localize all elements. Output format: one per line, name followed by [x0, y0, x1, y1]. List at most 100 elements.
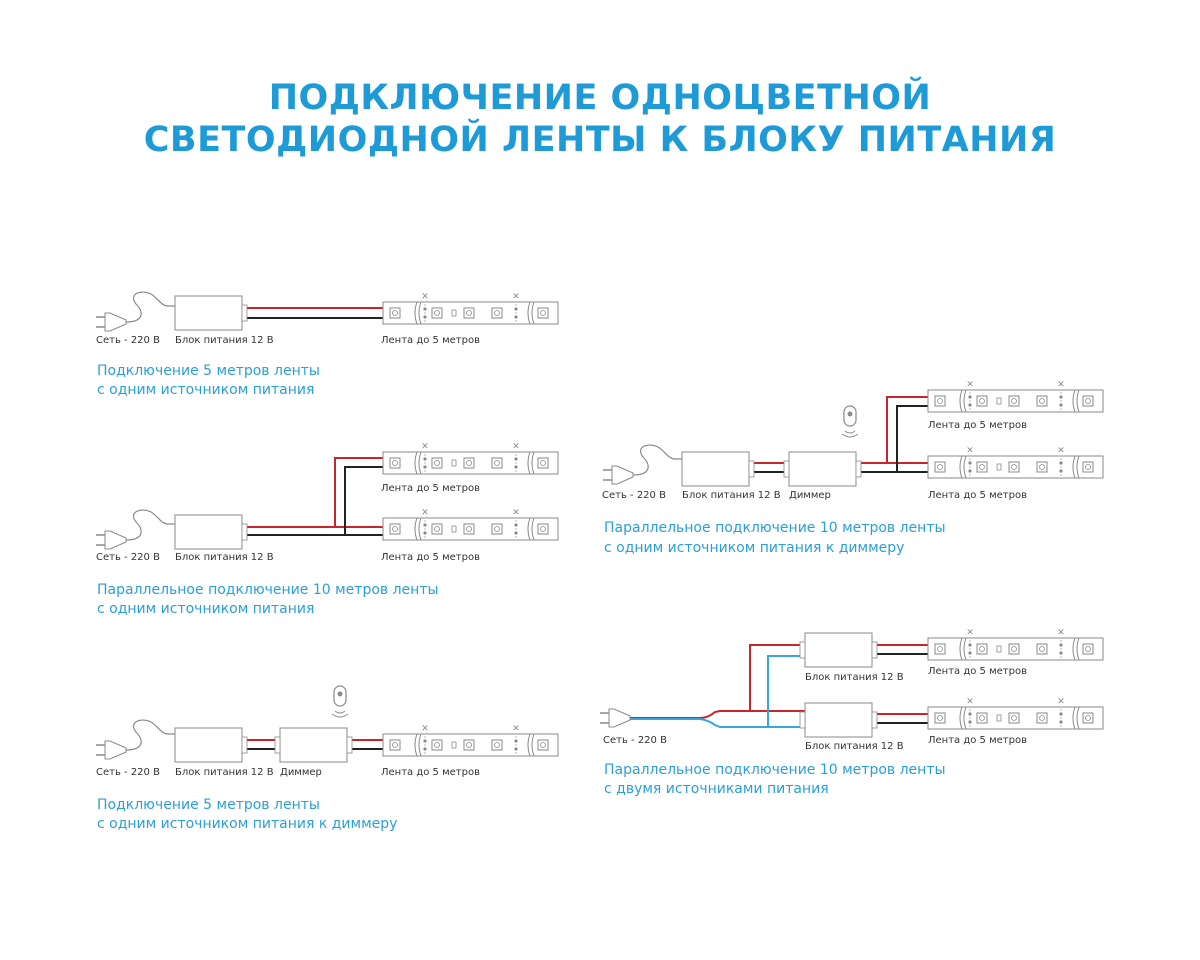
led-lens: [1039, 646, 1045, 652]
power-cord: [125, 509, 175, 541]
power-supply-body: [174, 295, 243, 331]
led-lens: [1011, 646, 1017, 652]
led-chip: [537, 523, 549, 535]
strip-body: [927, 389, 1104, 413]
led-lens: [937, 464, 943, 470]
power-supply: [681, 451, 755, 487]
plug-body: [611, 465, 634, 485]
led-strip: ✕ ✕: [382, 442, 559, 475]
solder-pad: [423, 457, 427, 461]
strip-body: [927, 706, 1104, 730]
solder-pad: [514, 465, 518, 469]
plug-body: [104, 312, 127, 332]
output-terminal: [241, 736, 248, 754]
led-chip: [491, 457, 503, 469]
led-strip: ✕ ✕: [382, 508, 559, 541]
resistor: [996, 463, 1002, 471]
power-supply: [174, 295, 248, 331]
led-lens: [392, 460, 398, 466]
psu-label: Блок питания 12 В: [175, 335, 274, 346]
led-strip: ✕ ✕: [382, 724, 559, 757]
signal-waves: [331, 710, 349, 718]
solder-pad: [423, 739, 427, 743]
strip-joint: [527, 301, 535, 325]
led-chip: [976, 643, 988, 655]
caption-line-2: с одним источником питания: [97, 601, 314, 617]
led-lens: [466, 310, 472, 316]
strip-body: [382, 451, 559, 475]
cut-mark-icon: ✕: [966, 697, 974, 707]
led-chip: [431, 307, 443, 319]
plug-body: [104, 740, 127, 760]
resistor: [996, 645, 1002, 653]
strip-joint: [1072, 455, 1080, 479]
led-lens: [494, 310, 500, 316]
led-chip: [1008, 461, 1020, 473]
led-chip: [1036, 395, 1048, 407]
input-terminal: [799, 641, 806, 659]
strip-body: [382, 301, 559, 325]
caption-line-1: Подключение 5 метров ленты: [97, 363, 320, 379]
wire-neutral: [630, 718, 805, 728]
input-terminal: [799, 711, 806, 729]
strip-joint: [1072, 637, 1080, 661]
led-lens: [434, 526, 440, 532]
caption-line-1: Подключение 5 метров ленты: [97, 797, 320, 813]
plug-body: [608, 708, 631, 728]
led-strip: ✕ ✕: [927, 380, 1104, 413]
solder-pad: [1059, 720, 1063, 724]
cut-mark-icon: ✕: [512, 724, 520, 734]
output-terminal: [871, 711, 878, 729]
led-chip: [389, 739, 401, 751]
cut-mark-icon: ✕: [1057, 380, 1065, 390]
solder-pad: [1059, 395, 1063, 399]
caption-line-1: Параллельное подключение 10 метров ленты: [604, 520, 946, 536]
caption-line-2: с двумя источниками питания: [604, 781, 829, 797]
cut-mark-icon: ✕: [966, 380, 974, 390]
led-strip: ✕ ✕: [927, 628, 1104, 661]
solder-pad: [968, 395, 972, 399]
led-chip: [1036, 643, 1048, 655]
strip-joint: [527, 733, 535, 757]
solder-pad: [1059, 469, 1063, 473]
strip-body: [927, 637, 1104, 661]
strip-joint: [414, 451, 422, 475]
cut-mark-icon: ✕: [512, 292, 520, 302]
led-strip: ✕ ✕: [927, 446, 1104, 479]
led-chip: [537, 457, 549, 469]
led-lens: [1085, 646, 1091, 652]
wire: [334, 457, 386, 527]
strip-label: Лента до 5 метров: [928, 420, 1027, 431]
input-terminal: [783, 460, 790, 478]
power-supply-body: [681, 451, 750, 487]
resistor: [451, 741, 457, 749]
wire: [749, 644, 805, 711]
remote-control-icon: [331, 685, 349, 718]
remote-control-icon: [841, 405, 859, 438]
power-supply-body: [804, 632, 873, 668]
led-chip: [389, 457, 401, 469]
power-cord: [125, 291, 175, 323]
solder-pad: [423, 465, 427, 469]
dimmer: [274, 727, 353, 763]
led-lens: [1039, 398, 1045, 404]
led-chip: [1082, 461, 1094, 473]
led-lens: [466, 526, 472, 532]
strip-joint: [1072, 389, 1080, 413]
diagram-3: Сеть - 220 В Блок питания 12 В Диммер Ле…: [96, 767, 480, 832]
led-chip: [463, 523, 475, 535]
led-lens: [494, 742, 500, 748]
solder-pad: [514, 747, 518, 751]
led-chip: [463, 739, 475, 751]
caption-line-1: Параллельное подключение 10 метров ленты: [604, 762, 946, 778]
led-strip: ✕ ✕: [382, 292, 559, 325]
page-title-line-1: ПОДКЛЮЧЕНИЕ ОДНОЦВЕТНОЙ: [268, 78, 932, 118]
plug-body: [104, 530, 127, 550]
led-chip: [1082, 712, 1094, 724]
output-terminal: [855, 460, 862, 478]
led-chip: [431, 457, 443, 469]
led-lens: [466, 742, 472, 748]
led-chip: [1008, 643, 1020, 655]
cut-mark-icon: ✕: [512, 442, 520, 452]
power-supply: [174, 727, 248, 763]
